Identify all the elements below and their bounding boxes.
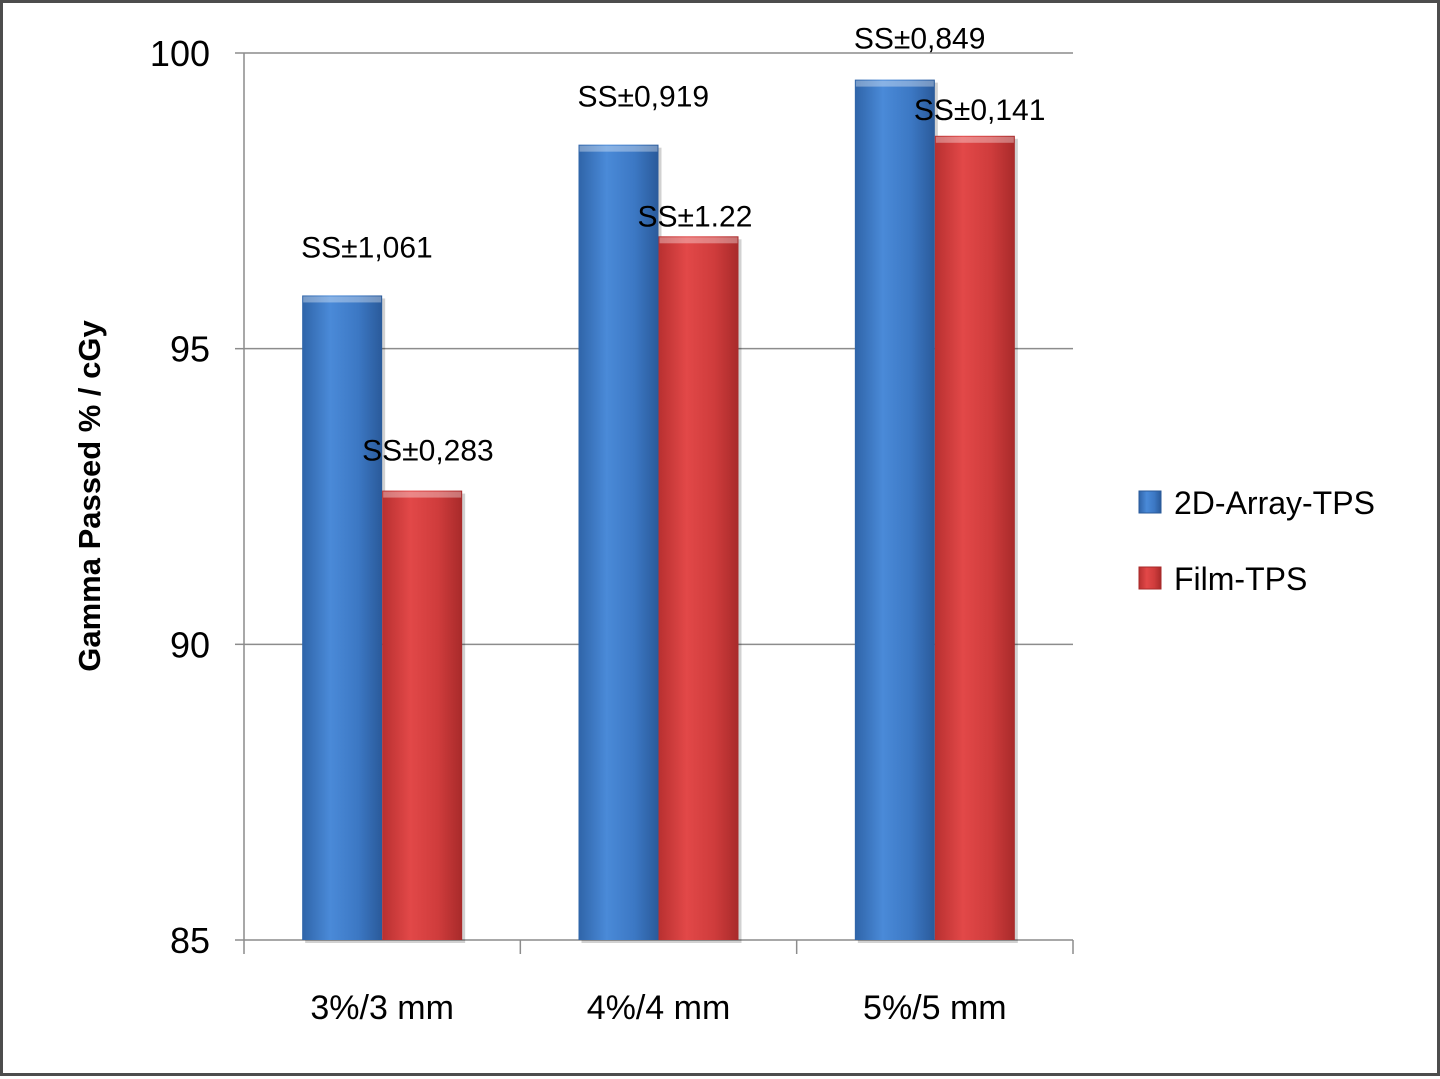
data-label: SS±1,061 <box>301 231 433 264</box>
x-tick-label: 3%/3 mm <box>310 989 454 1027</box>
data-label: SS±1.22 <box>638 200 753 233</box>
y-tick-label: 95 <box>170 329 210 370</box>
x-tick-label: 5%/5 mm <box>863 989 1007 1027</box>
y-tick-label: 85 <box>170 920 210 961</box>
bar-top-bevel <box>383 491 462 498</box>
x-tick-label: 4%/4 mm <box>587 989 731 1027</box>
y-tick-label: 90 <box>170 624 210 665</box>
bar-top-bevel <box>303 296 382 303</box>
bar-2d-array-tps <box>578 144 659 940</box>
legend-label: Film-TPS <box>1174 561 1307 597</box>
bar-top-bevel <box>855 80 934 87</box>
bars <box>302 79 1018 944</box>
data-label: SS±0,141 <box>914 94 1046 127</box>
bar-top-bevel <box>935 136 1014 143</box>
axes: 85 90 95 100 3%/3 mm 4%/4 mm 5%/5 mm <box>150 33 1074 1027</box>
data-labels: SS±1,061 SS±0,283 SS±0,919 SS±1.22 SS±0,849 S… <box>301 23 1045 468</box>
data-label: SS±0,849 <box>854 23 986 56</box>
legend-swatch <box>1138 490 1162 514</box>
y-tick-label: 100 <box>150 33 210 74</box>
bar-2d-array-tps <box>854 79 935 941</box>
bar-top-bevel <box>579 145 658 152</box>
y-axis-title: Gamma Passed % / cGy <box>72 319 107 671</box>
legend: 2D-Array-TPS Film-TPS <box>1138 485 1375 597</box>
bar-top-bevel <box>659 237 738 244</box>
bar-film-tps <box>382 490 463 940</box>
bar-film-tps <box>934 135 1015 940</box>
bar-film-tps <box>658 236 739 940</box>
bar-2d-array-tps <box>302 295 383 940</box>
legend-label: 2D-Array-TPS <box>1174 485 1375 521</box>
data-label: SS±0,919 <box>578 81 710 114</box>
data-label: SS±0,283 <box>362 435 494 468</box>
legend-swatch <box>1138 566 1162 590</box>
